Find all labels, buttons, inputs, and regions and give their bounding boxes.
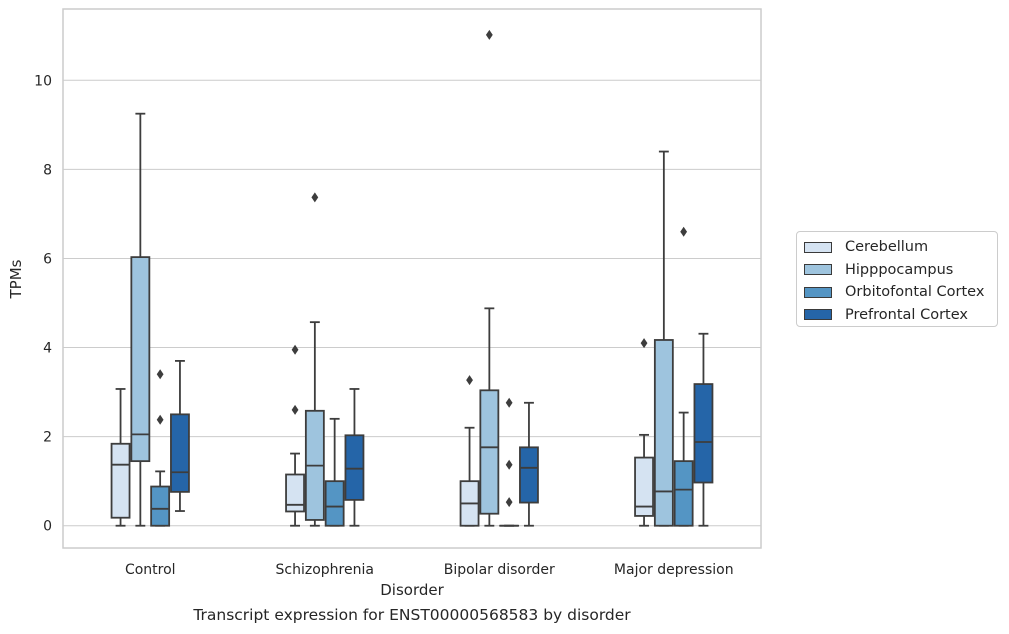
- chart-caption: Transcript expression for ENST0000056858…: [193, 606, 631, 624]
- plot-area: 0 2 4 6 8 10 Control Schizophrenia Bipolar disor…: [34, 8, 762, 578]
- outlier-point: [640, 338, 648, 349]
- outlier-point: [680, 226, 688, 237]
- outlier-point: [505, 497, 513, 508]
- legend-label: Orbitofontal Cortex: [845, 284, 985, 301]
- outlier-point: [505, 459, 513, 470]
- outlier-point: [156, 414, 164, 425]
- outlier-point: [156, 369, 164, 380]
- x-tick-label: Control: [125, 562, 176, 578]
- outlier-point: [291, 344, 299, 355]
- box: [653, 339, 674, 527]
- y-tick-label: 0: [43, 519, 52, 535]
- legend-label: Cerebellum: [845, 239, 929, 256]
- box: [170, 413, 190, 493]
- legend-swatch: [804, 264, 832, 276]
- box: [693, 383, 714, 484]
- legend-item: Orbitofontal Cortex: [804, 281, 997, 304]
- legend-swatch: [804, 286, 832, 298]
- outlier-point: [291, 404, 299, 415]
- box: [673, 460, 694, 527]
- legend-label: Prefrontal Cortex: [845, 306, 968, 323]
- legend-swatch: [804, 241, 832, 253]
- outlier-point: [311, 192, 319, 203]
- legend-swatch: [804, 309, 832, 321]
- box: [344, 434, 365, 501]
- legend-label: Hipppocampus: [845, 261, 954, 278]
- x-tick-label: Schizophrenia: [276, 562, 374, 578]
- y-tick-label: 10: [34, 73, 52, 89]
- box: [634, 456, 654, 517]
- x-axis-label: Disorder: [380, 581, 444, 599]
- box: [285, 473, 305, 513]
- box: [519, 446, 539, 504]
- box: [110, 442, 131, 519]
- outlier-point: [485, 29, 493, 40]
- y-tick-label: 2: [43, 430, 52, 446]
- x-tick-label: Major depression: [614, 562, 734, 578]
- y-axis-label: TPMs: [7, 259, 25, 299]
- box: [150, 485, 171, 527]
- legend: Cerebellum Hipppocampus Orbitofontal Corte…: [796, 231, 998, 327]
- outlier-point: [466, 375, 473, 386]
- box: [130, 256, 151, 463]
- box: [479, 389, 500, 515]
- legend-item: Prefrontal Cortex: [804, 304, 997, 327]
- y-tick-label: 6: [43, 251, 52, 267]
- outlier-point: [505, 397, 513, 408]
- y-tick-label: 8: [43, 162, 52, 178]
- legend-item: Cerebellum: [804, 236, 997, 259]
- x-tick-label: Bipolar disorder: [444, 562, 555, 578]
- y-tick-label: 4: [43, 341, 52, 357]
- box: [324, 480, 345, 527]
- legend-item: Hipppocampus: [804, 259, 997, 282]
